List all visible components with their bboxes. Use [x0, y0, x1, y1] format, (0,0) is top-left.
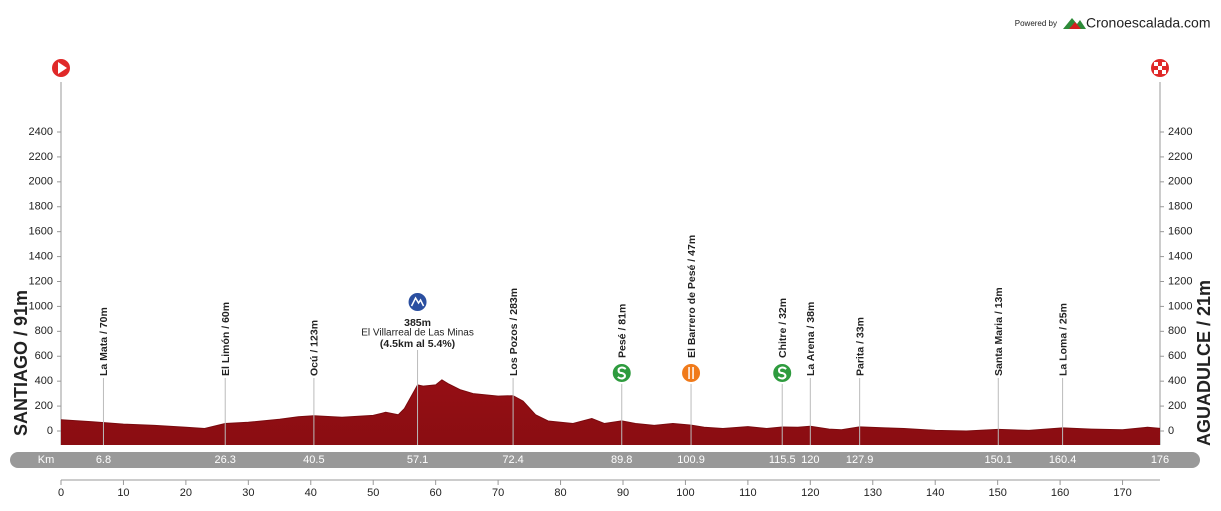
- km-unit: Km: [38, 454, 55, 466]
- x-tick-label: 10: [117, 487, 129, 499]
- x-tick-label: 50: [367, 487, 379, 499]
- y-tick-label: 600: [35, 350, 53, 362]
- y-tick-label: 1000: [29, 300, 53, 312]
- x-tick-label: 90: [617, 487, 629, 499]
- km-bar-end: 176: [1151, 454, 1169, 466]
- y2-tick-label: 1000: [1168, 300, 1192, 312]
- y-tick-label: 800: [35, 325, 53, 337]
- climb-icon: [406, 291, 429, 313]
- y-tick-label: 2400: [29, 126, 53, 138]
- feed-icon: [680, 362, 703, 384]
- y2-tick-label: 1600: [1168, 226, 1192, 238]
- km-bar-label: 127.9: [846, 454, 874, 466]
- y2-tick-label: 2200: [1168, 151, 1192, 163]
- y2-tick-label: 800: [1168, 325, 1186, 337]
- y-tick-label: 400: [35, 375, 53, 387]
- km-bar-label: 26.3: [215, 454, 236, 466]
- y2-tick-label: 1800: [1168, 201, 1192, 213]
- waypoint-label: La Arena / 38m: [805, 302, 817, 376]
- y2-tick-label: 2400: [1168, 126, 1192, 138]
- y-tick-label: 1200: [29, 275, 53, 287]
- x-tick-label: 100: [676, 487, 694, 499]
- y2-tick-label: 1200: [1168, 275, 1192, 287]
- y-tick-label: 1400: [29, 250, 53, 262]
- km-bar-label: 100.9: [677, 454, 705, 466]
- y2-tick-label: 0: [1168, 425, 1174, 437]
- x-tick-label: 60: [430, 487, 442, 499]
- y2-tick-label: 600: [1168, 350, 1186, 362]
- y-tick-label: 2200: [29, 151, 53, 163]
- x-tick-label: 170: [1113, 487, 1131, 499]
- km-bar-label: 160.4: [1049, 454, 1077, 466]
- waypoint-label: La Mata / 70m: [98, 307, 110, 376]
- x-tick-label: 30: [242, 487, 254, 499]
- y2-tick-label: 200: [1168, 400, 1186, 412]
- brand-logo-peak: [1069, 22, 1081, 29]
- y2-tick-label: 400: [1168, 375, 1186, 387]
- y-tick-label: 0: [47, 425, 53, 437]
- km-bar: [10, 452, 1200, 468]
- x-tick-label: 40: [305, 487, 317, 499]
- finish-icon: [1149, 57, 1171, 79]
- waypoint-label: Pesé / 81m: [617, 304, 629, 358]
- x-tick-label: 20: [180, 487, 192, 499]
- x-tick-label: 140: [926, 487, 944, 499]
- km-bar-label: 40.5: [303, 454, 324, 466]
- x-tick-label: 150: [988, 487, 1006, 499]
- waypoint-label: Santa Maria / 13m: [993, 287, 1005, 376]
- start-label: SANTIAGO / 91m: [11, 290, 31, 436]
- y-tick-label: 200: [35, 400, 53, 412]
- y-tick-label: 1600: [29, 226, 53, 238]
- y-tick-label: 2000: [29, 176, 53, 188]
- powered-by: Powered by: [1015, 19, 1057, 28]
- start-icon: [50, 57, 72, 79]
- brand: Cronoescalada.com: [1086, 15, 1211, 31]
- sprint-icon: [771, 362, 794, 384]
- profile-line: [60, 379, 1161, 432]
- waypoint-label: Chitre / 32m: [777, 298, 789, 358]
- km-bar-label: 150.1: [985, 454, 1013, 466]
- km-bar-label: 57.1: [407, 454, 428, 466]
- y2-tick-label: 2000: [1168, 176, 1192, 188]
- sprint-icon: [610, 362, 633, 384]
- waypoint-label: La Loma / 25m: [1057, 303, 1069, 376]
- waypoint-label: El Limón / 60m: [220, 302, 232, 376]
- x-tick-label: 120: [801, 487, 819, 499]
- waypoint-label: Los Pozos / 283m: [508, 288, 520, 376]
- km-bar-label: 115.5: [769, 454, 796, 466]
- km-bar-label: 120: [801, 454, 819, 466]
- climb-detail: (4.5km al 5.4%): [380, 338, 455, 350]
- climb-name: El Villarreal de Las Minas: [361, 328, 474, 339]
- x-tick-label: 160: [1051, 487, 1069, 499]
- waypoint-label: Ocú / 123m: [309, 320, 321, 376]
- x-tick-label: 70: [492, 487, 504, 499]
- km-bar-label: 89.8: [611, 454, 632, 466]
- x-tick-label: 0: [58, 487, 64, 499]
- km-bar-label: 6.8: [96, 454, 111, 466]
- waypoint-label: El Barrero de Pesé / 47m: [686, 235, 698, 358]
- x-tick-label: 110: [739, 487, 757, 499]
- climb-altitude: 385m: [404, 317, 431, 329]
- waypoint-label: Parita / 33m: [854, 317, 866, 376]
- x-tick-label: 80: [554, 487, 566, 499]
- km-bar-label: 72.4: [502, 454, 523, 466]
- x-tick-label: 130: [864, 487, 882, 499]
- y2-tick-label: 1400: [1168, 250, 1192, 262]
- y-tick-label: 1800: [29, 201, 53, 213]
- finish-label: AGUADULCE / 21m: [1194, 280, 1214, 446]
